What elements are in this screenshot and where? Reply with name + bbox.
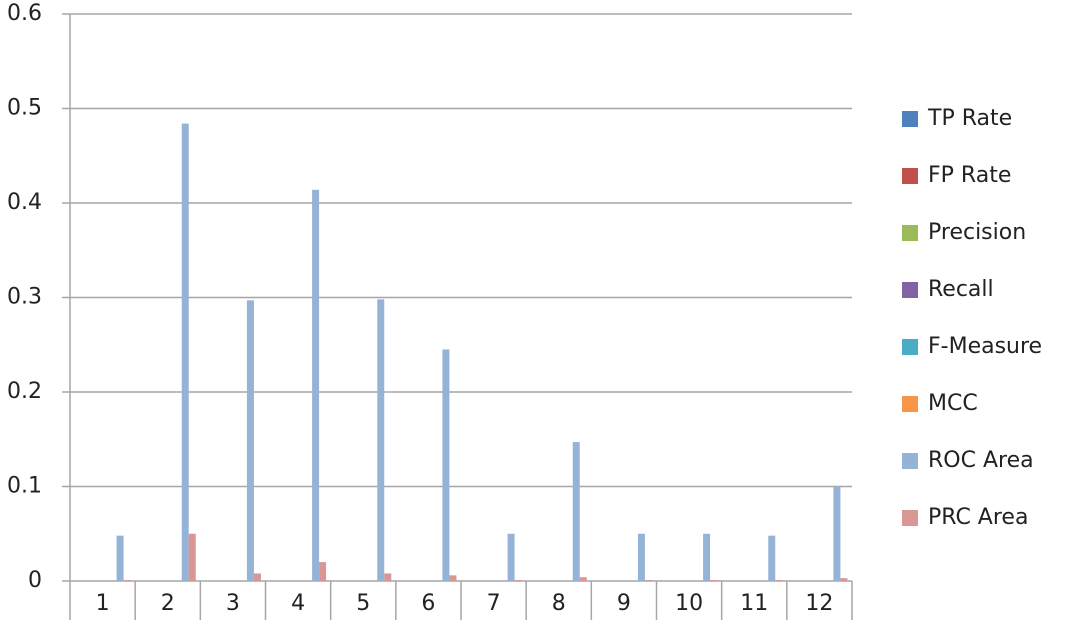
- y-tick-label: 0.1: [7, 474, 42, 499]
- bar: [319, 562, 327, 581]
- legend-label: Precision: [928, 220, 1026, 245]
- bar: [637, 533, 645, 581]
- bar: [775, 580, 783, 581]
- legend-label: TP Rate: [927, 106, 1012, 131]
- x-tick-label: 2: [161, 591, 175, 616]
- bar: [644, 580, 652, 581]
- bar: [703, 533, 711, 581]
- x-tick-label: 5: [356, 591, 370, 616]
- bar: [514, 580, 522, 581]
- bar: [123, 580, 131, 581]
- x-tick-label: 3: [226, 591, 240, 616]
- x-tick-label: 6: [421, 591, 435, 616]
- x-tick-label: 11: [740, 591, 768, 616]
- bar: [572, 442, 580, 581]
- bar: [768, 535, 776, 581]
- legend-label: FP Rate: [928, 163, 1011, 188]
- legend-swatch: [902, 168, 918, 184]
- x-tick-label: 10: [675, 591, 703, 616]
- legend-swatch: [902, 453, 918, 469]
- y-tick-label: 0.2: [7, 379, 42, 404]
- legend-label: MCC: [928, 391, 978, 416]
- bar: [116, 535, 124, 581]
- bar: [377, 299, 385, 581]
- legend-swatch: [902, 111, 918, 127]
- bar: [188, 533, 196, 581]
- legend-label: ROC Area: [928, 448, 1034, 473]
- bar: [507, 533, 515, 581]
- bar: [833, 486, 841, 581]
- legend-swatch: [902, 339, 918, 355]
- x-tick-label: 8: [552, 591, 566, 616]
- legend-swatch: [902, 282, 918, 298]
- x-tick-label: 7: [487, 591, 501, 616]
- legend-swatch: [902, 225, 918, 241]
- y-tick-label: 0: [28, 568, 42, 593]
- bar: [181, 123, 189, 582]
- bar: [253, 573, 261, 581]
- legend-swatch: [902, 510, 918, 526]
- bar: [246, 300, 254, 581]
- legend-label: PRC Area: [928, 505, 1028, 530]
- y-tick-label: 0.5: [7, 96, 42, 121]
- legend-label: Recall: [928, 277, 994, 302]
- bar: [449, 575, 457, 581]
- legend-swatch: [902, 396, 918, 412]
- bar: [840, 578, 848, 581]
- bar: [312, 189, 320, 581]
- bar: [442, 349, 450, 581]
- bar: [579, 577, 587, 581]
- bar: [710, 580, 718, 581]
- x-tick-label: 9: [617, 591, 631, 616]
- x-tick-label: 12: [805, 591, 833, 616]
- y-tick-label: 0.3: [7, 285, 42, 310]
- x-tick-label: 1: [96, 591, 110, 616]
- y-tick-label: 0.6: [7, 1, 42, 26]
- x-tick-label: 4: [291, 591, 305, 616]
- bar: [384, 573, 392, 581]
- y-tick-label: 0.4: [7, 190, 42, 215]
- legend-label: F-Measure: [928, 334, 1042, 359]
